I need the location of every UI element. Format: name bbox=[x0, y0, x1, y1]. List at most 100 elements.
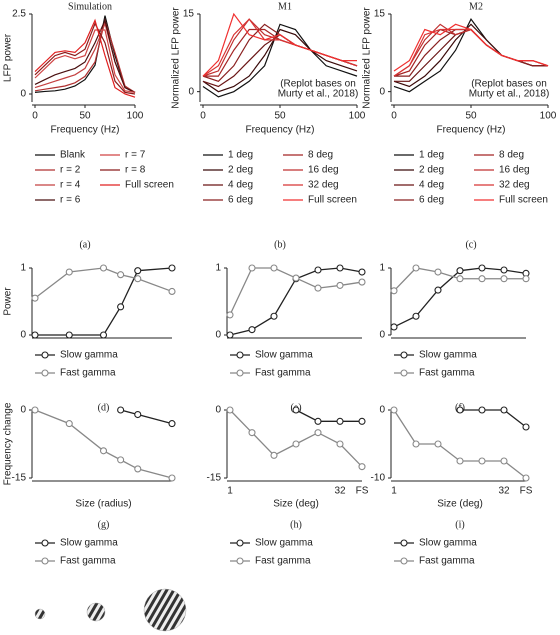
point bbox=[270, 451, 278, 459]
point bbox=[270, 264, 278, 272]
y-tick-label: 0 bbox=[379, 330, 385, 341]
legend-label: Fast gamma bbox=[419, 556, 475, 567]
legend-marker bbox=[236, 369, 244, 377]
y-tick-label: 0 bbox=[215, 330, 221, 341]
point bbox=[248, 326, 256, 334]
x-tick-label: 32 bbox=[498, 486, 510, 497]
point bbox=[292, 440, 300, 448]
point bbox=[168, 474, 176, 482]
legend-label: Slow gamma bbox=[419, 538, 477, 549]
point bbox=[270, 312, 278, 320]
point bbox=[134, 267, 142, 275]
point bbox=[336, 440, 344, 448]
y-tick-label: 0 bbox=[20, 89, 26, 100]
point bbox=[99, 447, 108, 455]
y-tick-label: -15 bbox=[207, 473, 222, 484]
y-tick-label: 0 bbox=[20, 330, 26, 341]
x-tick-label: FS bbox=[520, 486, 533, 497]
point bbox=[500, 406, 508, 414]
point bbox=[134, 410, 142, 419]
point bbox=[390, 287, 398, 295]
legend-label: Fast gamma bbox=[60, 368, 116, 379]
legend-marker bbox=[41, 539, 49, 547]
series-line bbox=[202, 18, 358, 77]
series-line bbox=[34, 15, 136, 93]
y-tick-label: 1 bbox=[379, 263, 385, 274]
legend-label: 6 deg bbox=[228, 195, 253, 206]
panel-label: (i) bbox=[455, 519, 464, 530]
x-tick-label: 0 bbox=[200, 111, 206, 122]
x-axis-label: Size (deg) bbox=[273, 499, 319, 510]
point bbox=[65, 420, 73, 428]
point bbox=[478, 406, 486, 414]
series-line bbox=[34, 18, 136, 93]
x-tick-label: 0 bbox=[32, 111, 38, 122]
series-line bbox=[394, 28, 548, 82]
y-axis-label: Normalized LFP power bbox=[171, 7, 182, 109]
legend-label: 32 deg bbox=[308, 180, 339, 191]
legend-marker bbox=[41, 369, 49, 377]
point bbox=[522, 474, 530, 482]
point bbox=[226, 311, 234, 319]
point bbox=[168, 420, 176, 428]
y-tick-label: 0 bbox=[379, 405, 385, 416]
legend-label: 2 deg bbox=[228, 165, 253, 176]
point bbox=[168, 287, 176, 296]
series-line bbox=[229, 409, 363, 468]
x-axis-label: Size (deg) bbox=[437, 499, 483, 510]
series-line bbox=[34, 29, 136, 93]
annotation: Murty et al., 2018) bbox=[469, 89, 550, 100]
y-tick-label: 15 bbox=[183, 9, 195, 20]
y-tick-label: 0 bbox=[20, 405, 26, 416]
x-tick-label: FS bbox=[356, 486, 369, 497]
y-axis-label: LFP power bbox=[3, 33, 14, 82]
point bbox=[412, 264, 420, 272]
series-line bbox=[35, 267, 173, 336]
y-tick-label: 0 bbox=[215, 405, 221, 416]
point bbox=[134, 275, 142, 283]
legend-label: 6 deg bbox=[419, 195, 444, 206]
x-tick-label: 1 bbox=[391, 486, 397, 497]
legend-label: Fast gamma bbox=[419, 368, 475, 379]
x-axis-label: Frequency (Hz) bbox=[437, 125, 506, 136]
point bbox=[390, 406, 398, 414]
point bbox=[226, 406, 234, 414]
point bbox=[478, 457, 486, 465]
x-tick-label: 1 bbox=[227, 486, 233, 497]
legend-label: 1 deg bbox=[419, 150, 444, 161]
y-tick-label: -15 bbox=[12, 473, 27, 484]
annotation: (Replot bases on bbox=[280, 79, 356, 90]
legend-label: 16 deg bbox=[308, 165, 339, 176]
chart-title: Simulation bbox=[68, 1, 112, 12]
panel-label: (a) bbox=[79, 239, 90, 250]
point bbox=[500, 457, 508, 465]
legend-marker bbox=[236, 351, 244, 359]
legend-label: Slow gamma bbox=[419, 350, 477, 361]
legend-marker bbox=[400, 539, 408, 547]
panel-label: (c) bbox=[465, 239, 476, 250]
y-axis-label: Frequency change bbox=[3, 402, 14, 485]
legend-label: Full screen bbox=[499, 195, 548, 206]
legend-label: 1 deg bbox=[228, 150, 253, 161]
y-tick-label: 1 bbox=[215, 263, 221, 274]
legend-label: 8 deg bbox=[308, 150, 333, 161]
legend-label: r = 2 bbox=[60, 165, 81, 176]
point bbox=[336, 417, 344, 425]
legend-label: r = 7 bbox=[125, 150, 146, 161]
y-tick-label: 2.5 bbox=[12, 9, 26, 20]
point bbox=[117, 271, 125, 279]
y-tick-label: 0 bbox=[188, 86, 194, 97]
point bbox=[292, 274, 300, 282]
series-line bbox=[393, 23, 548, 88]
point bbox=[117, 303, 125, 311]
x-tick-label: 50 bbox=[465, 111, 477, 122]
point bbox=[456, 275, 464, 283]
point bbox=[412, 440, 420, 448]
point bbox=[336, 264, 344, 272]
series-line bbox=[202, 23, 358, 82]
point bbox=[31, 331, 39, 339]
panel-label: (b) bbox=[274, 239, 286, 250]
point bbox=[358, 278, 366, 286]
chart-title: M1 bbox=[278, 1, 292, 12]
legend-marker bbox=[400, 351, 408, 359]
